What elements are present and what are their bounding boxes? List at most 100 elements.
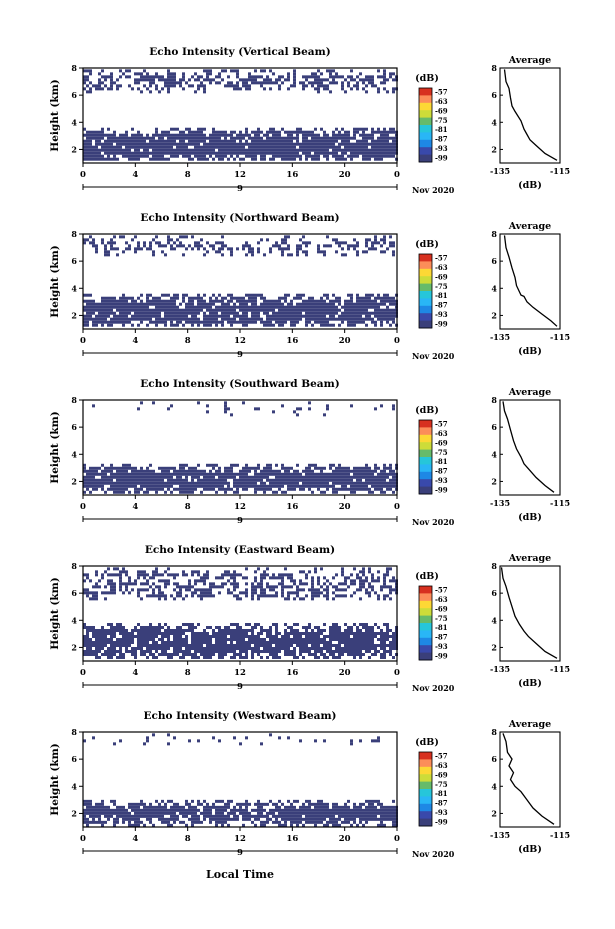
echo-cell <box>221 638 224 641</box>
echo-cell <box>299 638 302 641</box>
echo-cell <box>296 136 299 140</box>
colorbar-swatch <box>419 320 432 329</box>
echo-cell <box>191 314 194 318</box>
echo-cell <box>260 130 263 134</box>
echo-cell <box>191 490 194 494</box>
echo-cell <box>383 475 386 479</box>
echo-cell <box>227 591 230 595</box>
echo-cell <box>176 244 179 248</box>
echo-cell <box>197 241 200 245</box>
echo-cell <box>155 320 158 324</box>
echo-cell <box>251 299 254 303</box>
echo-cell <box>221 308 224 312</box>
echo-cell <box>185 623 188 626</box>
echo-cell <box>221 656 224 659</box>
echo-cell <box>353 481 356 485</box>
echo-cell <box>89 478 92 482</box>
echo-cell <box>227 314 230 318</box>
echo-cell <box>326 308 329 312</box>
echo-cell <box>383 466 386 470</box>
echo-cell <box>83 154 86 158</box>
echo-cell <box>113 466 116 470</box>
echo-cell <box>128 75 131 79</box>
echo-cell <box>197 638 200 641</box>
echo-cell <box>263 151 266 155</box>
echo-cell <box>116 151 119 155</box>
echo-cell <box>314 320 317 324</box>
echo-cell <box>296 317 299 321</box>
echo-cell <box>86 311 89 315</box>
echo-cell <box>218 629 221 632</box>
echo-cell <box>86 299 89 303</box>
echo-cell <box>131 305 134 309</box>
echo-cell <box>224 802 227 806</box>
echo-cell <box>353 638 356 641</box>
echo-cell <box>173 247 176 251</box>
echo-cell <box>263 299 266 303</box>
echo-cell <box>173 241 176 245</box>
echo-cell <box>230 296 233 300</box>
echo-cell <box>233 311 236 315</box>
echo-cell <box>203 647 206 650</box>
echo-cell <box>200 81 203 85</box>
echo-cell <box>353 311 356 315</box>
echo-cell <box>182 142 185 146</box>
echo-cell <box>224 469 227 473</box>
echo-cell <box>338 650 341 653</box>
echo-cell <box>188 653 191 656</box>
echo-cell <box>194 487 197 491</box>
echo-cell <box>107 296 110 300</box>
echo-cell <box>116 629 119 632</box>
echo-cell <box>182 314 185 318</box>
echo-cell <box>323 78 326 82</box>
echo-cell <box>200 157 203 161</box>
echo-cell <box>161 151 164 155</box>
echo-cell <box>335 238 338 242</box>
echo-cell <box>167 302 170 306</box>
echo-cell <box>203 653 206 656</box>
echo-cell <box>230 151 233 155</box>
echo-cell <box>350 638 353 641</box>
echo-cell <box>221 244 224 248</box>
echo-cell <box>281 253 284 257</box>
echo-cell <box>266 133 269 137</box>
echo-cell <box>389 142 392 146</box>
echo-cell <box>230 487 233 491</box>
echo-cell <box>383 238 386 242</box>
echo-cell <box>242 145 245 149</box>
echo-cell <box>191 632 194 635</box>
echo-cell <box>176 145 179 149</box>
echo-cell <box>284 475 287 479</box>
echo-cell <box>236 148 239 152</box>
echo-cell <box>107 579 110 583</box>
echo-cell <box>203 69 206 73</box>
echo-cell <box>389 487 392 491</box>
echo-cell <box>206 594 209 598</box>
echo-cell <box>359 487 362 491</box>
echo-cell <box>380 314 383 318</box>
echo-cell <box>353 567 356 571</box>
echo-cell <box>191 130 194 134</box>
echo-cell <box>185 490 188 494</box>
echo-cell <box>206 484 209 488</box>
echo-cell <box>224 638 227 641</box>
echo-cell <box>209 582 212 586</box>
echo-cell <box>110 296 113 300</box>
echo-cell <box>119 466 122 470</box>
echo-cell <box>194 588 197 592</box>
echo-cell <box>314 650 317 653</box>
echo-cell <box>389 597 392 601</box>
echo-cell <box>350 136 353 140</box>
echo-cell <box>392 311 395 315</box>
echo-cell <box>386 305 389 309</box>
echo-cell <box>146 644 149 647</box>
echo-cell <box>146 629 149 632</box>
echo-cell <box>215 241 218 245</box>
echo-cell <box>149 151 152 155</box>
echo-cell <box>341 478 344 482</box>
echo-cell <box>119 582 122 586</box>
echo-cell <box>188 127 191 131</box>
echo-cell <box>359 481 362 485</box>
echo-cell <box>257 250 260 254</box>
echo-cell <box>374 475 377 479</box>
